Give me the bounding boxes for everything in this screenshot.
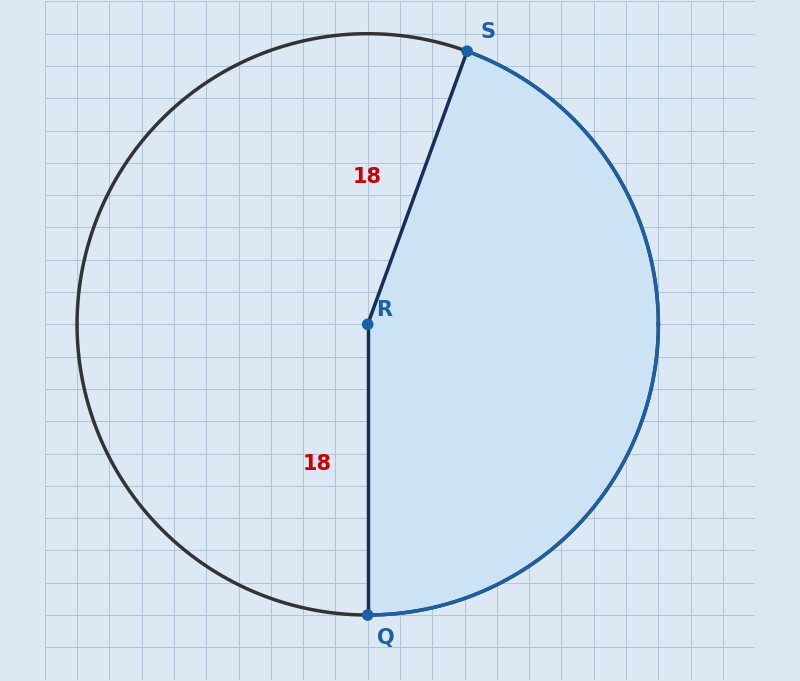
Text: 18: 18 — [303, 454, 332, 474]
Point — [461, 46, 474, 57]
Polygon shape — [368, 51, 658, 615]
Point — [362, 609, 374, 620]
Text: S: S — [480, 22, 495, 42]
Text: Q: Q — [378, 628, 395, 648]
Point — [362, 319, 374, 330]
Text: R: R — [376, 300, 392, 320]
Text: 18: 18 — [353, 167, 382, 187]
